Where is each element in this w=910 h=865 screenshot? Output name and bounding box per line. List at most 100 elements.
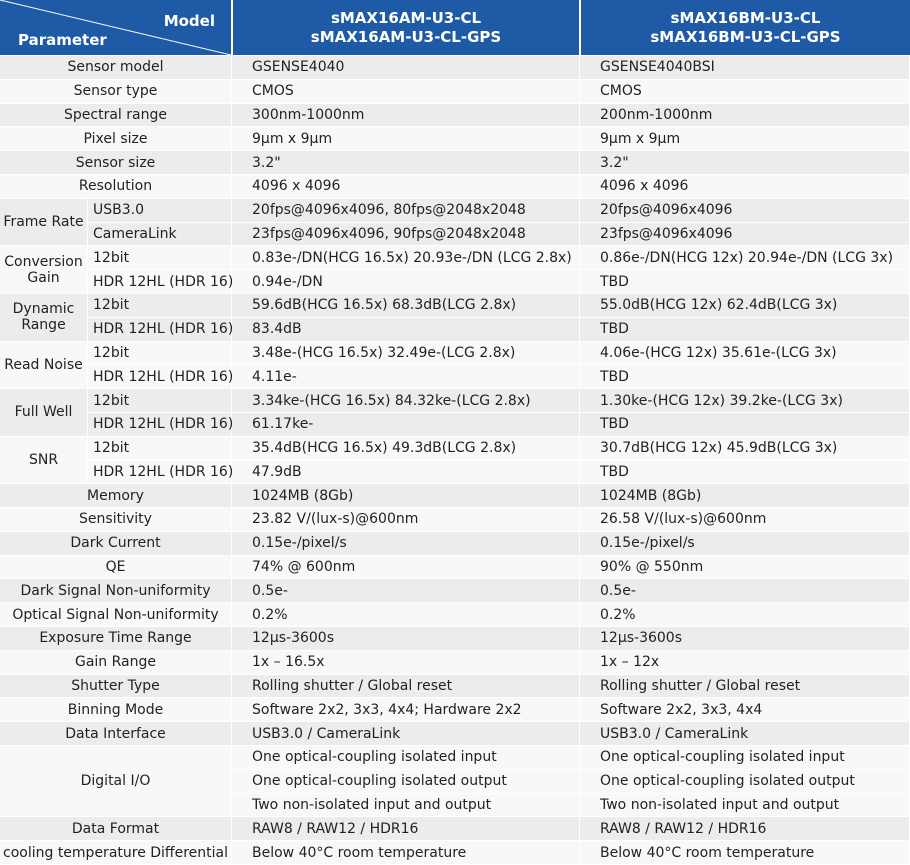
param-label: Exposure Time Range [0, 627, 232, 651]
model-label: Model [163, 12, 215, 30]
value-cell: TBD [580, 412, 910, 437]
value-cell: TBD [580, 460, 910, 485]
param-label: Pixel size [0, 127, 232, 152]
value-cell: 0.5e- [580, 579, 910, 604]
value-cell: USB3.0 / CameraLink [580, 722, 910, 747]
value-cell: Rolling shutter / Global reset [232, 674, 580, 699]
value-cell: 0.15e-/pixel/s [232, 531, 580, 556]
value-cell: 20fps@4096x4096, 80fps@2048x2048 [232, 198, 580, 223]
value-cell: 200nm-1000nm [580, 103, 910, 128]
value-cell: 4.11e- [232, 365, 580, 390]
param-label: Data Interface [0, 722, 232, 747]
sub-label: HDR 12HL (HDR 16) [88, 317, 233, 342]
value-cell: 1024MB (8Gb) [232, 484, 580, 509]
group-label: SNR [0, 436, 88, 485]
value-cell: One optical-coupling isolated output [580, 769, 910, 794]
param-label: Shutter Type [0, 674, 232, 699]
value-cell: 3.34ke-(HCG 16.5x) 84.32ke-(LCG 2.8x) [232, 389, 580, 413]
value-cell: 9μm x 9μm [232, 127, 580, 152]
param-label: QE [0, 555, 232, 580]
value-cell: 300nm-1000nm [232, 103, 580, 128]
group-label: Frame Rate [0, 198, 88, 247]
value-cell: 74% @ 600nm [232, 555, 580, 580]
value-cell: CMOS [232, 79, 580, 104]
sub-label: 12bit [88, 246, 232, 271]
value-cell: 61.17ke- [232, 412, 580, 437]
value-cell: TBD [580, 270, 910, 294]
model-name: sMAX16BM-U3-CL-GPS [650, 28, 841, 46]
sub-label: HDR 12HL (HDR 16) [88, 270, 233, 294]
model-header: sMAX16AM-U3-CL sMAX16AM-U3-CL-GPS [233, 0, 579, 55]
value-cell: 1.30ke-(HCG 12x) 39.2ke-(LCG 3x) [580, 389, 910, 413]
value-cell: 0.2% [580, 603, 910, 628]
value-cell: 1x – 16.5x [232, 650, 580, 675]
value-cell: GSENSE4040 [232, 56, 580, 80]
value-cell: 23fps@4096x4096 [580, 222, 910, 247]
param-label: Memory [0, 484, 232, 509]
value-cell: One optical-coupling isolated output [232, 769, 580, 794]
param-label: Sensitivity [0, 508, 232, 532]
value-cell: 26.58 V/(lux-s)@600nm [580, 508, 910, 532]
value-cell: 83.4dB [232, 317, 580, 342]
param-label: Data Format [0, 817, 232, 842]
param-label: Spectral range [0, 103, 232, 128]
value-cell: 20fps@4096x4096 [580, 198, 910, 223]
group-label: Conversion Gain [0, 246, 88, 294]
value-cell: 12μs-3600s [232, 627, 580, 651]
value-cell: 3.2" [232, 151, 580, 175]
value-cell: 35.4dB(HCG 16.5x) 49.3dB(LCG 2.8x) [232, 436, 580, 461]
value-cell: One optical-coupling isolated input [232, 746, 580, 770]
sub-label: 12bit [88, 389, 232, 413]
sub-label: USB3.0 [88, 198, 232, 223]
value-cell: Below 40°C room temperature [580, 841, 910, 865]
value-cell: 3.48e-(HCG 16.5x) 32.49e-(LCG 2.8x) [232, 341, 580, 366]
value-cell: RAW8 / RAW12 / HDR16 [580, 817, 910, 842]
value-cell: 12μs-3600s [580, 627, 910, 651]
value-cell: 23.82 V/(lux-s)@600nm [232, 508, 580, 532]
model-header: sMAX16BM-U3-CL sMAX16BM-U3-CL-GPS [581, 0, 910, 55]
group-label: Dynamic Range [0, 293, 88, 342]
value-cell: 9μm x 9μm [580, 127, 910, 152]
value-cell: RAW8 / RAW12 / HDR16 [232, 817, 580, 842]
param-label: Sensor size [0, 151, 232, 175]
param-label: Dark Current [0, 531, 232, 556]
value-cell: 1024MB (8Gb) [580, 484, 910, 509]
value-cell: 90% @ 550nm [580, 555, 910, 580]
sub-label: 12bit [88, 293, 232, 318]
value-cell: 4096 x 4096 [580, 174, 910, 199]
value-cell: 0.2% [232, 603, 580, 628]
value-cell: Two non-isolated input and output [580, 793, 910, 818]
value-cell: Below 40°C room temperature [232, 841, 580, 865]
model-name: sMAX16AM-U3-CL [330, 9, 482, 27]
param-label: cooling temperature Differential [0, 841, 232, 865]
model-name: sMAX16AM-U3-CL-GPS [310, 28, 502, 46]
value-cell: 0.5e- [232, 579, 580, 604]
sub-label: 12bit [88, 341, 232, 366]
value-cell: 55.0dB(HCG 12x) 62.4dB(LCG 3x) [580, 293, 910, 318]
sub-label: 12bit [88, 436, 232, 461]
sub-label: HDR 12HL (HDR 16) [88, 460, 233, 485]
group-label: Read Noise [0, 341, 88, 390]
value-cell: Rolling shutter / Global reset [580, 674, 910, 699]
group-label: Full Well [0, 389, 88, 437]
value-cell: 4096 x 4096 [232, 174, 580, 199]
sub-label: HDR 12HL (HDR 16) [88, 365, 233, 390]
model-name: sMAX16BM-U3-CL [670, 9, 821, 27]
value-cell: 4.06e-(HCG 12x) 35.61e-(LCG 3x) [580, 341, 910, 366]
sub-label: CameraLink [88, 222, 232, 247]
value-cell: USB3.0 / CameraLink [232, 722, 580, 747]
corner-header: Model Parameter [0, 0, 231, 55]
value-cell: 1x – 12x [580, 650, 910, 675]
value-cell: 23fps@4096x4096, 90fps@2048x2048 [232, 222, 580, 247]
value-cell: 0.15e-/pixel/s [580, 531, 910, 556]
diagonal [0, 0, 231, 55]
value-cell: 47.9dB [232, 460, 580, 485]
value-cell: 30.7dB(HCG 12x) 45.9dB(LCG 3x) [580, 436, 910, 461]
param-label: Sensor type [0, 79, 232, 104]
param-label: Dark Signal Non-uniformity [0, 579, 232, 604]
param-label: Optical Signal Non-uniformity [0, 603, 232, 628]
parameter-label: Parameter [18, 31, 107, 49]
param-label: Gain Range [0, 650, 232, 675]
value-cell: GSENSE4040BSI [580, 56, 910, 80]
